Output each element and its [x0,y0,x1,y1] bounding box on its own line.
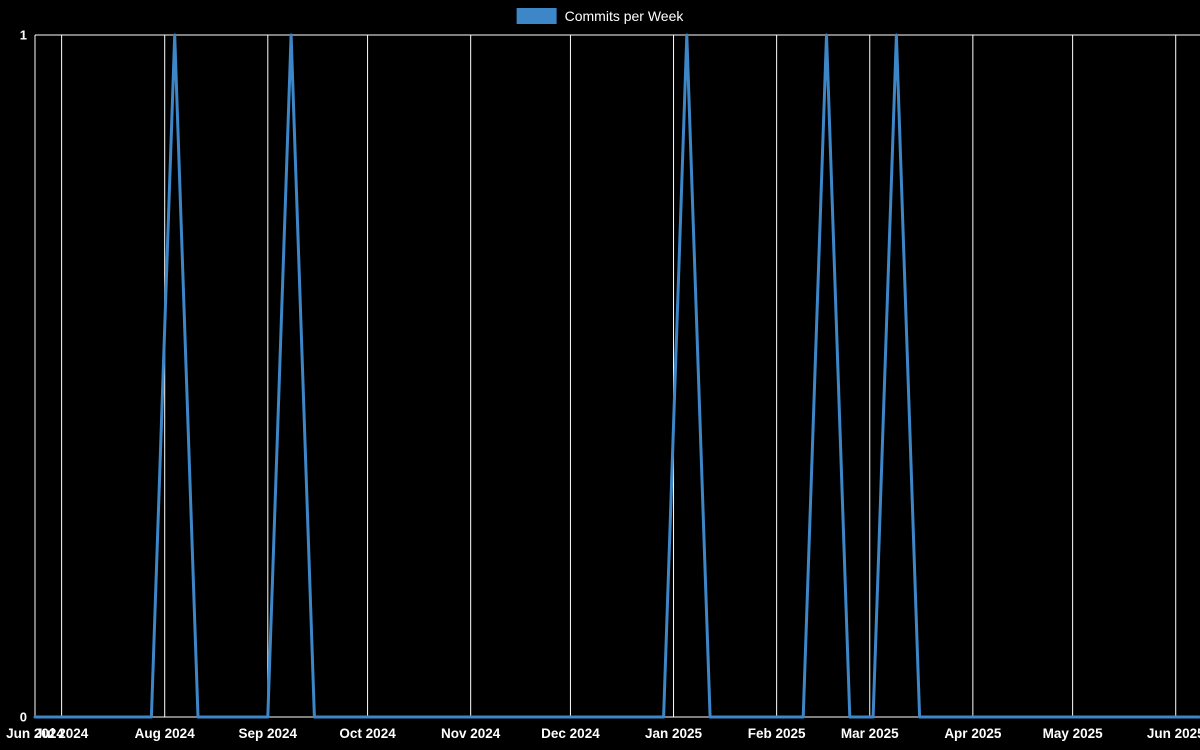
legend[interactable]: Commits per Week [516,7,684,25]
x-tick-label: Jan 2025 [645,726,703,741]
x-tick-label: Jul 2024 [35,726,89,741]
x-tick-label: Jun 2024 [6,726,64,741]
x-tick-label: Feb 2025 [748,726,806,741]
x-tick-label: May 2025 [1043,726,1104,741]
commits-series-line [33,33,1200,719]
y-tick-label: 0 [20,710,27,725]
x-tick-label: Apr 2025 [944,726,1002,741]
x-tick-label: Sep 2024 [239,726,298,741]
x-tick-label: Mar 2025 [841,726,899,741]
legend-label: Commits per Week [564,8,684,24]
x-tick-label: Nov 2024 [441,726,501,741]
x-tick-label: Dec 2024 [541,726,600,741]
legend-swatch [516,8,557,24]
y-tick-label: 1 [20,28,27,43]
x-tick-label: Oct 2024 [339,726,396,741]
x-tick-label: Aug 2024 [135,726,196,741]
x-tick-label: Jun 2025 [1147,726,1200,741]
